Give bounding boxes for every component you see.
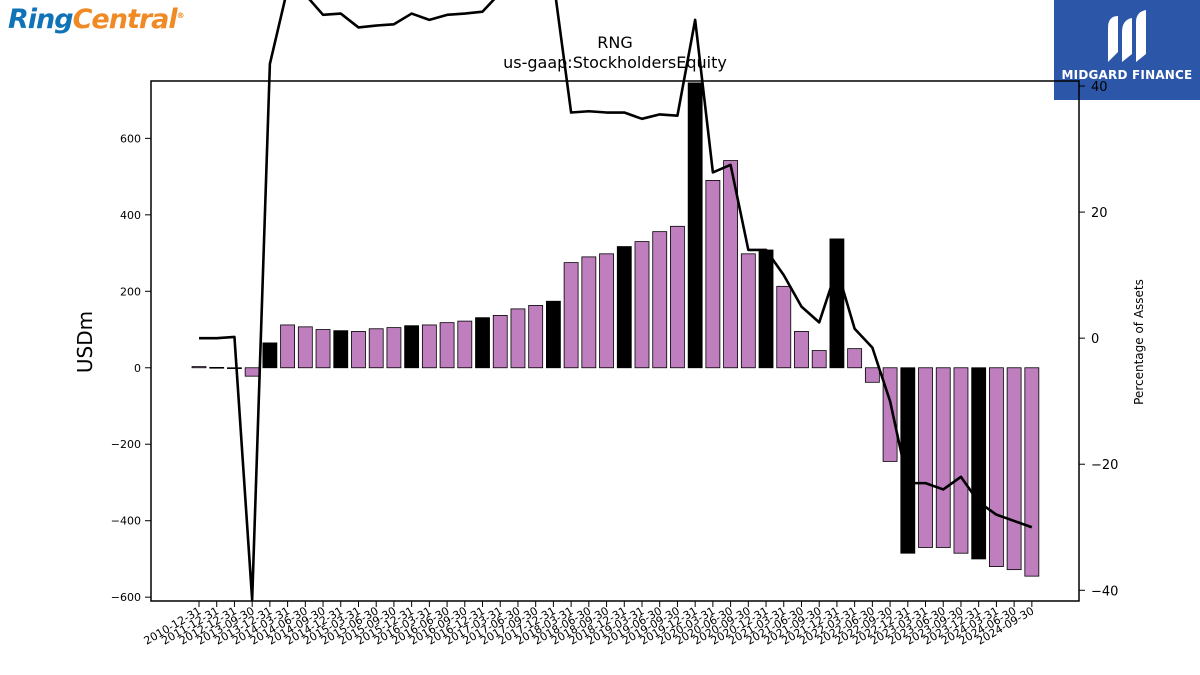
bar-2019-03-31: [634, 241, 650, 369]
ringcentral-logo: RingCentral®: [8, 4, 185, 35]
bar-2019-06-30: [652, 231, 668, 369]
bar-2017-09-30: [528, 305, 544, 369]
bar-2010-12-31: [191, 366, 207, 369]
plot-frame: [150, 80, 1080, 602]
bar-2016-06-30: [439, 322, 455, 369]
bar-2012-12-31: [227, 367, 242, 369]
bar-2014-03-31: [280, 324, 296, 369]
chart-title: RNG: [597, 33, 632, 52]
bar-2022-03-31: [847, 348, 863, 369]
bar-2021-06-30: [794, 331, 809, 369]
y2-tick-label: 0: [1091, 332, 1099, 347]
bar-2022-06-30: [864, 367, 880, 383]
y-tick-label: −200: [111, 438, 141, 451]
y2-tick-label: 20: [1091, 206, 1108, 221]
bar-2024-06-30: [1006, 367, 1022, 571]
y-tick-label: 0: [134, 362, 141, 375]
midgard-finance-name: MIDGARD FINANCE: [1061, 68, 1193, 82]
midgard-finance-logo: MIDGARD FINANCE: [1054, 0, 1200, 100]
y-tick-label: 400: [120, 209, 141, 222]
bar-2014-09-30: [315, 329, 331, 369]
y2-tick-label: −20: [1091, 458, 1118, 473]
bar-2023-03-31: [918, 367, 933, 548]
bar-2015-03-31: [351, 331, 366, 369]
y-tick-label: 200: [120, 285, 141, 298]
bar-2023-06-30: [935, 367, 951, 548]
bar-2018-09-30: [599, 253, 614, 369]
bar-2018-06-30: [581, 256, 597, 369]
bar-2023-09-30: [953, 367, 969, 554]
bar-2020-06-30: [723, 160, 738, 369]
bar-2015-09-30: [386, 327, 402, 369]
bar-2014-06-30: [297, 326, 313, 369]
bar-2016-09-30: [457, 320, 473, 369]
bar-2020-12-31: [758, 249, 774, 369]
bar-2021-12-31: [829, 238, 845, 369]
midgard-m-icon: [1108, 10, 1146, 62]
bar-2017-12-31: [546, 300, 561, 369]
y-tick-label: −600: [111, 591, 141, 604]
bar-2013-09-30: [244, 367, 260, 377]
bar-2019-12-31: [687, 82, 703, 369]
percentage-of-assets-line: [199, 0, 1033, 602]
bar-2021-09-30: [811, 350, 827, 369]
y2-tick-label: 40: [1091, 80, 1108, 95]
bar-2023-12-31: [971, 367, 987, 560]
bar-2018-03-31: [563, 262, 579, 369]
y-axis-label: USDm: [73, 311, 97, 373]
bar-2015-06-30: [368, 328, 384, 369]
bar-2024-09-30: [1024, 367, 1040, 577]
bar-2019-09-30: [670, 225, 685, 369]
bar-2021-03-31: [776, 285, 792, 369]
bar-2018-12-31: [616, 246, 632, 369]
y-tick-label: 600: [120, 132, 141, 145]
bar-2013-12-31: [262, 342, 278, 369]
bar-2017-03-31: [492, 314, 508, 369]
y2-axis-label: Percentage of Assets: [1132, 279, 1146, 405]
y2-tick-label: −40: [1091, 584, 1118, 599]
bar-2020-03-31: [705, 180, 721, 369]
bar-2015-12-31: [404, 325, 420, 369]
bar-2014-12-31: [333, 330, 349, 369]
bar-2016-12-31: [475, 317, 490, 369]
bar-2020-09-30: [740, 253, 756, 369]
bar-2022-12-31: [900, 367, 916, 554]
bar-2022-09-30: [882, 367, 898, 462]
chart-subtitle: us-gaap:StockholdersEquity: [503, 53, 727, 72]
bar-2024-03-31: [989, 367, 1004, 567]
bar-2016-03-31: [421, 324, 437, 369]
bar-2017-06-30: [510, 308, 526, 369]
y-tick-label: −400: [111, 515, 141, 528]
bar-2011-12-31: [209, 366, 225, 369]
